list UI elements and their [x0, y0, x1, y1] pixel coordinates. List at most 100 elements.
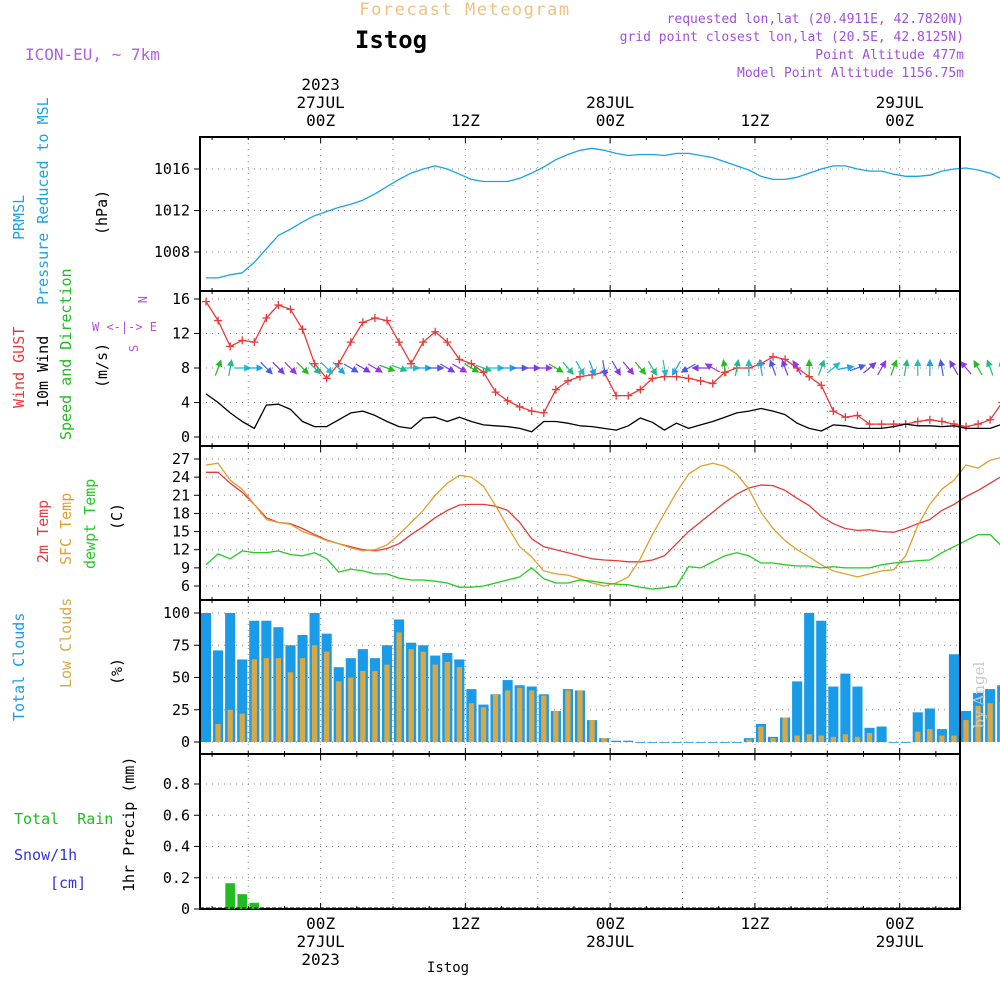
- y-tick-label: 0: [181, 900, 190, 918]
- low-cloud-bar: [806, 734, 812, 742]
- wind-arrow: [284, 361, 297, 375]
- gust-point: [925, 415, 934, 424]
- wind-arrow: [379, 364, 396, 373]
- gust-point: [238, 336, 247, 345]
- wind-arrow: [440, 363, 456, 373]
- y-tick-label: 12: [172, 541, 190, 559]
- low-cloud-bar: [541, 695, 547, 742]
- gust-point: [274, 301, 283, 310]
- low-cloud-bar: [987, 703, 993, 742]
- panel-frame: [199, 753, 961, 910]
- wind-arrow: [877, 360, 887, 376]
- temp-label-2m: 2m Temp: [34, 500, 52, 563]
- low-cloud-bar: [770, 738, 776, 742]
- gust-point: [974, 420, 983, 429]
- total-cloud-bar: [623, 740, 634, 742]
- precip-unit: 1hr Precip (mm): [120, 757, 138, 892]
- wind-arrow: [647, 360, 657, 376]
- total-cloud-bar: [900, 742, 911, 743]
- right-clip-mask: [961, 137, 1000, 909]
- wind-arrow: [562, 361, 574, 376]
- y-tick-label: 16: [172, 290, 190, 308]
- wind-arrow: [781, 359, 789, 376]
- low-cloud-bar: [239, 713, 245, 742]
- top-time-label: 2023: [301, 75, 340, 94]
- wind-arrow: [837, 364, 855, 372]
- low-cloud-bar: [963, 720, 969, 742]
- low-cloud-bar: [975, 705, 981, 742]
- gust-point: [346, 338, 355, 347]
- low-cloud-bar: [299, 658, 306, 742]
- y-tick-label: 0.6: [163, 806, 190, 824]
- y-tick-label: 15: [172, 523, 190, 541]
- top-time-label: 00Z: [306, 111, 335, 130]
- total-cloud-bar: [707, 742, 718, 743]
- bottom-time-label: 12Z: [740, 914, 769, 933]
- top-time-label: 28JUL: [586, 93, 634, 112]
- gust-point: [986, 415, 995, 424]
- precip-label-rain: Total Rain: [14, 810, 113, 828]
- wind-arrow: [622, 361, 635, 376]
- compass-n: N: [135, 296, 149, 303]
- gust-point: [358, 318, 367, 327]
- precip-bars: [200, 883, 960, 909]
- cloud-label-low: Low Clouds: [57, 598, 75, 688]
- footer-location: Istog: [427, 960, 469, 976]
- pressure-label-prmsl: PRMSL: [10, 195, 28, 240]
- gust-point: [769, 352, 778, 361]
- wind-arrow: [600, 360, 609, 378]
- y-tick-label: 8: [181, 359, 190, 377]
- low-cloud-bar: [758, 726, 764, 742]
- total-cloud-bar: [912, 712, 923, 742]
- top-time-label: 12Z: [740, 111, 769, 130]
- wind-arrow: [320, 361, 334, 375]
- wind-arrow: [611, 360, 621, 376]
- pressure-unit: (hPa): [93, 190, 111, 235]
- wind-arrow: [792, 360, 802, 376]
- total-cloud-bar: [948, 654, 960, 742]
- low-cloud-bar: [372, 671, 378, 742]
- wind-arrow: [355, 363, 371, 373]
- wind-arrow: [226, 358, 235, 376]
- low-cloud-bar: [324, 651, 330, 742]
- rain-bar: [225, 883, 235, 909]
- total-cloud-bar: [804, 613, 815, 742]
- total-cloud-bar: [816, 620, 827, 742]
- low-cloud-bar: [577, 690, 583, 742]
- gust-point: [817, 381, 826, 390]
- gust-point: [491, 388, 500, 397]
- low-cloud-bar: [601, 738, 607, 742]
- compass-we: W <-|-> E: [92, 320, 157, 334]
- gust-point: [479, 368, 488, 377]
- gust-point: [310, 359, 319, 368]
- gust-point: [877, 420, 886, 429]
- bottom-time-label: 28JUL: [586, 932, 634, 951]
- gust-point: [286, 305, 295, 314]
- low-cloud-bar: [287, 672, 294, 742]
- gust-point: [503, 396, 512, 405]
- gust-point: [395, 338, 404, 347]
- compass-rose: N W <-|-> E S: [92, 296, 157, 352]
- y-tick-label: 6: [181, 577, 190, 595]
- gust-point: [696, 376, 705, 385]
- wind-arrow: [661, 360, 669, 378]
- y-tick-label: 24: [172, 468, 190, 486]
- y-tick-label: 0: [181, 733, 190, 751]
- y-tick-label: 1016: [154, 160, 190, 178]
- low-cloud-bar: [311, 645, 318, 742]
- low-cloud-bar: [384, 664, 390, 742]
- gust-point: [443, 338, 452, 347]
- low-cloud-bar: [251, 659, 257, 742]
- wind-arrow: [938, 358, 946, 376]
- cloud-bars: [200, 613, 1000, 743]
- wind-arrow: [863, 362, 877, 374]
- y-tick-label: 0.2: [163, 869, 190, 887]
- temp-label-dewpt: dewpt Temp: [81, 479, 99, 569]
- gust-point: [708, 379, 717, 388]
- wind-arrow: [960, 360, 972, 375]
- y-tick-label: 27: [172, 450, 190, 468]
- pressure-series-line: [206, 147, 1000, 279]
- wind-arrow: [890, 359, 898, 376]
- wind-direction-arrows: [214, 358, 1000, 378]
